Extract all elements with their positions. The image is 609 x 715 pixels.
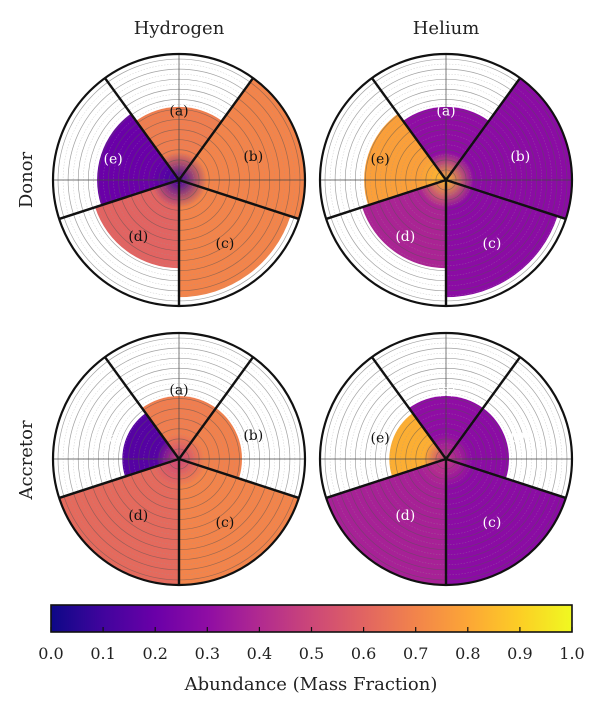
- column-title-hydrogen: Hydrogen: [134, 18, 225, 39]
- wedge-boundary: [445, 457, 567, 500]
- wedge-label: (d): [128, 508, 148, 524]
- wedge-label: (b): [243, 149, 263, 165]
- wedge-boundary: [325, 457, 447, 500]
- wedge-c: [446, 459, 566, 585]
- row-title-donor: Donor: [16, 151, 37, 208]
- wedge-boundary: [370, 77, 447, 181]
- colorbar-tick-label: 1.0: [559, 644, 584, 663]
- wedge-label: (e): [370, 152, 389, 168]
- polar-panel-donor-hydrogen: (a) (b) (c) (d) (e): [51, 52, 307, 308]
- colorbar-tick-label: 0.1: [90, 644, 115, 663]
- wedge-label: (c): [216, 515, 235, 531]
- wedge-e: [364, 113, 446, 206]
- wedge-label: (a): [436, 383, 455, 399]
- wedge-e: [389, 413, 446, 477]
- wedge-label: (e): [103, 431, 122, 447]
- polar-outline: [318, 331, 574, 587]
- colorbar-tick-label: 0.9: [507, 644, 532, 663]
- wedge-boundary: [178, 77, 255, 181]
- wedge-label: (c): [483, 236, 502, 252]
- wedge-boundary: [103, 356, 180, 460]
- polar-outline: [318, 52, 574, 308]
- wedge-label: (a): [169, 383, 188, 399]
- wedge-c: [179, 459, 299, 585]
- polar-panel-accretor-hydrogen: (a) (b) (c) (d) (e): [51, 331, 307, 587]
- polar-panel-donor-helium: (a) (b) (c) (d) (e): [318, 52, 574, 308]
- wedge-label: (a): [436, 104, 455, 120]
- wedge-label: (e): [370, 431, 389, 447]
- wedge-label: (d): [395, 229, 415, 245]
- wedge-label: (a): [169, 104, 188, 120]
- colorbar-tick-label: 0.6: [351, 644, 376, 663]
- colorbar-tick-label: 0.8: [455, 644, 480, 663]
- wedge-d: [326, 459, 446, 585]
- colorbar-ticks: 0.0 0.1 0.2 0.3 0.4 0.5 0.6 0.7 0.8 0.9 1.0: [38, 627, 585, 663]
- wedge-label: (d): [395, 508, 415, 524]
- wedge-label: (e): [103, 152, 122, 168]
- wedge-boundary: [445, 77, 522, 181]
- wedge-label: (b): [510, 428, 530, 444]
- wedge-boundary: [445, 178, 567, 221]
- wedge-label: (b): [510, 149, 530, 165]
- wedge-boundary: [103, 77, 180, 181]
- colorbar-label: Abundance (Mass Fraction): [184, 674, 438, 695]
- colorbar-tick-label: 0.3: [195, 644, 220, 663]
- polar-outline: [51, 52, 307, 308]
- wedge-boundary: [178, 457, 300, 500]
- wedge-boundary: [178, 178, 300, 221]
- wedge-e: [122, 413, 179, 477]
- colorbar-tick-label: 0.0: [38, 644, 63, 663]
- colorbar-tick-label: 0.7: [403, 644, 428, 663]
- wedge-boundary: [58, 178, 180, 221]
- polar-panels: (a)(b)(c)(d)(e)(a)(b)(c)(d)(e)(a)(b)(c)(…: [51, 52, 574, 587]
- polar-outline: [51, 331, 307, 587]
- wedge-boundary: [58, 457, 180, 500]
- colorbar-tick-label: 0.5: [299, 644, 324, 663]
- wedge-d: [59, 459, 179, 585]
- polar-panel-accretor-helium: (a) (b) (c) (d) (e): [318, 331, 574, 587]
- wedge-e: [97, 113, 179, 206]
- colorbar-tick-label: 0.4: [247, 644, 272, 663]
- row-title-accretor: Accretor: [16, 420, 37, 500]
- wedge-label: (c): [483, 515, 502, 531]
- wedge-boundary: [445, 356, 522, 460]
- colorbar-tick-label: 0.2: [142, 644, 167, 663]
- wedge-boundary: [178, 356, 255, 460]
- wedge-label: (b): [243, 428, 263, 444]
- wedge-boundary: [325, 178, 447, 221]
- wedge-label: (d): [128, 229, 148, 245]
- wedge-boundary: [370, 356, 447, 460]
- colorbar: 0.0 0.1 0.2 0.3 0.4 0.5 0.6 0.7 0.8 0.9 1.0 Abunda…: [38, 604, 585, 695]
- column-title-helium: Helium: [413, 18, 480, 39]
- wedge-label: (c): [216, 236, 235, 252]
